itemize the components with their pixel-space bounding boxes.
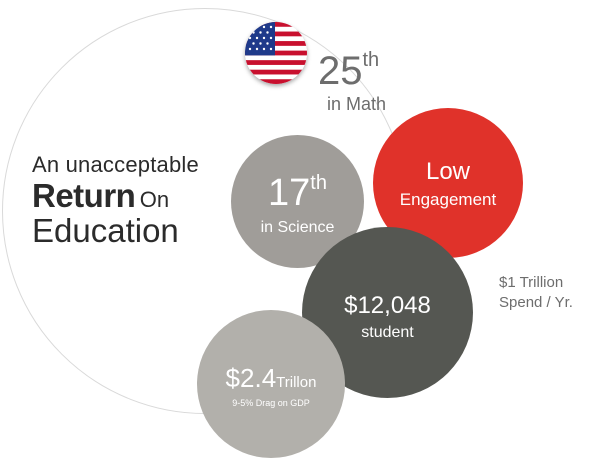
- student-label: student: [361, 324, 414, 341]
- spend-line2: Spend / Yr.: [499, 294, 573, 312]
- spend-note: $1 Trillion Spend / Yr.: [499, 273, 573, 314]
- student-amount: $12,048: [344, 292, 431, 319]
- spend-line1: $1 Trillion: [499, 274, 564, 291]
- engagement-line2: Engagement: [399, 190, 497, 209]
- engagement-line1: Low: [425, 158, 471, 185]
- science-rank: 17th: [231, 173, 364, 212]
- math-rank-number: 25: [318, 49, 363, 93]
- science-label: in Science: [260, 219, 335, 236]
- headline-line1: An unacceptable: [32, 152, 199, 177]
- science-rank-suffix: th: [310, 172, 327, 194]
- gdp-unit: Trillon: [276, 374, 317, 391]
- us-flag-icon: [245, 22, 307, 84]
- science-rank-number: 17: [268, 172, 311, 214]
- headline-line2: Return On: [32, 179, 252, 212]
- math-rank-suffix: th: [362, 49, 380, 71]
- math-label: in Math: [327, 94, 387, 114]
- math-rank: 25th: [318, 50, 379, 91]
- gdp-amount: $2.4: [225, 363, 277, 393]
- headline-thin: On: [139, 187, 170, 212]
- headline: An unacceptable Return On Education: [32, 152, 252, 249]
- headline-line3: Education: [32, 212, 179, 249]
- gdp-bubble: $2.4Trillon 9-5% Drag on GDP: [197, 310, 345, 458]
- gdp-amount-line: $2.4Trillon: [197, 365, 345, 391]
- gdp-label: 9-5% Drag on GDP: [232, 398, 310, 408]
- headline-bold: Return: [32, 177, 136, 214]
